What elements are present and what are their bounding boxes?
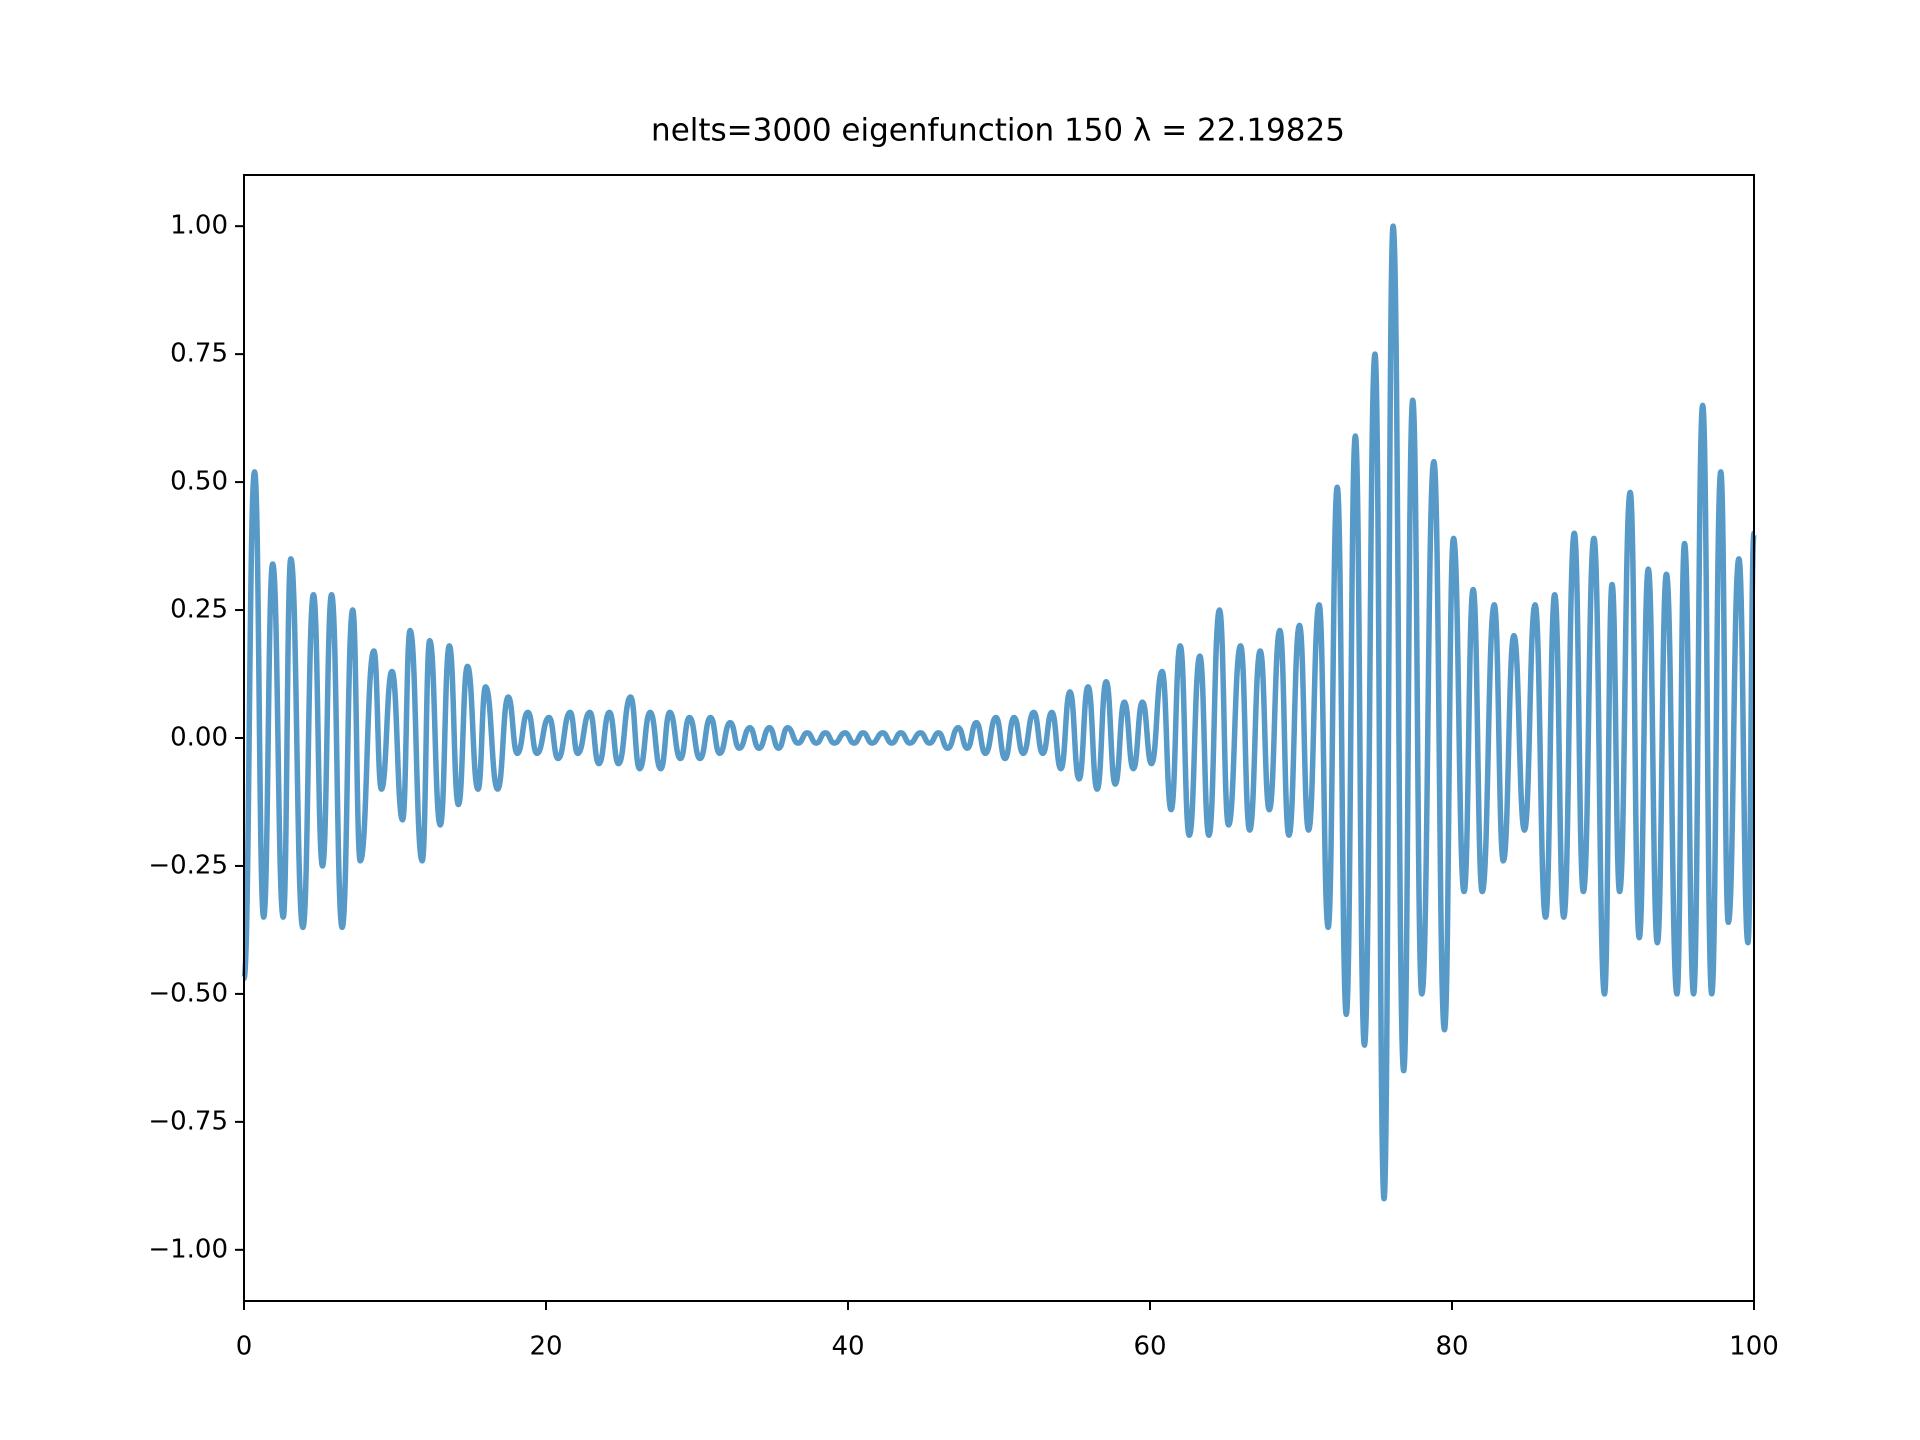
chart-title: nelts=3000 eigenfunction 150 λ = 22.1982…: [651, 113, 1345, 149]
x-tick-label: 80: [1435, 1332, 1468, 1362]
y-tick-label: 0.00: [170, 723, 228, 753]
y-tick-label: 1.00: [170, 211, 228, 241]
x-tick-label: 100: [1729, 1332, 1779, 1362]
y-tick-label: −0.50: [148, 978, 228, 1008]
y-tick-label: 0.50: [170, 467, 228, 497]
y-tick-label: −1.00: [148, 1234, 228, 1264]
data-line: [241, 223, 1757, 1202]
y-tick-label: −0.75: [148, 1106, 228, 1136]
axes-frame: [243, 174, 1755, 1302]
y-tick-label: 0.25: [170, 595, 228, 625]
x-tick-label: 40: [831, 1332, 864, 1362]
y-tick-label: −0.25: [148, 850, 228, 880]
x-tick-label: 20: [529, 1332, 562, 1362]
x-tick-label: 0: [236, 1332, 253, 1362]
y-tick-label: 0.75: [170, 339, 228, 369]
x-tick-label: 60: [1133, 1332, 1166, 1362]
